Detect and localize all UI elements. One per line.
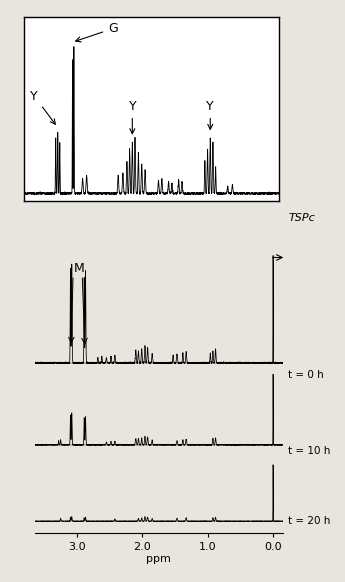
Text: t = 20 h: t = 20 h bbox=[288, 516, 331, 526]
Text: t = 0 h: t = 0 h bbox=[288, 370, 324, 381]
Text: TSPc: TSPc bbox=[288, 213, 315, 223]
Text: t = 10 h: t = 10 h bbox=[288, 446, 331, 456]
Text: M: M bbox=[73, 262, 84, 275]
Text: Y: Y bbox=[128, 100, 136, 134]
X-axis label: ppm: ppm bbox=[146, 554, 171, 565]
Text: G: G bbox=[76, 22, 118, 42]
Text: Y: Y bbox=[206, 100, 214, 129]
Text: Y: Y bbox=[30, 90, 55, 124]
